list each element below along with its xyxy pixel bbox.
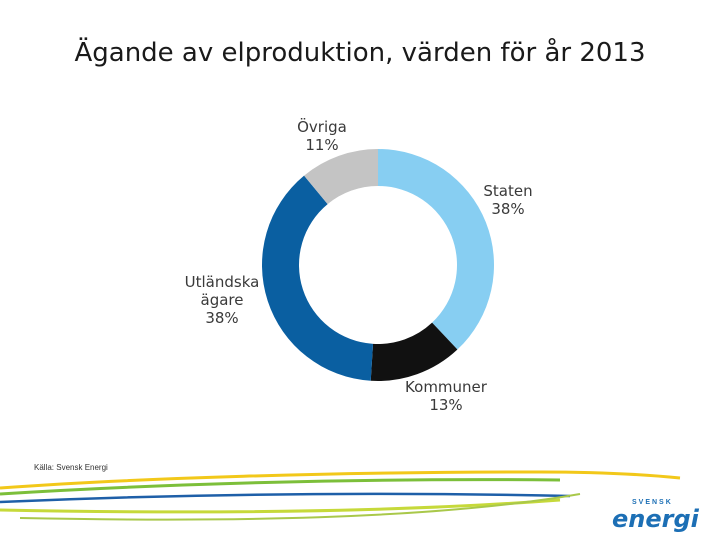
logo-top-text: SVENSK <box>632 499 673 506</box>
slice-name-2: ägare <box>201 291 244 309</box>
donut-labels: Staten 38%Kommuner 13%Utländska ägare 38%Övr… <box>185 117 533 414</box>
slice-label-1: Kommuner 13% <box>405 378 488 414</box>
donut-slice-1 <box>370 322 458 381</box>
swoosh-olive <box>19 493 581 521</box>
swoosh-lime <box>0 498 561 514</box>
donut-slice-3 <box>304 149 378 205</box>
donut-slice-2 <box>262 175 374 381</box>
slice-label-2: Utländska ägare 38% <box>185 273 260 327</box>
donut-slices <box>262 149 494 381</box>
swoosh-green <box>0 478 561 496</box>
svensk-energi-logo: SVENSK energi <box>612 499 700 533</box>
swoosh-blue <box>0 492 571 504</box>
slice-label-3: Övriga 11% <box>297 117 347 154</box>
slice-name-3: Övriga <box>297 117 347 136</box>
source-note: Källa: Svensk Energi <box>34 463 108 472</box>
footer-swoosh: SVENSK energi <box>0 470 700 533</box>
logo-bottom-text: energi <box>612 505 700 533</box>
slice-value-2: 38% <box>205 309 238 327</box>
slice-label-0: Staten 38% <box>483 182 532 218</box>
donut-slice-0 <box>378 149 494 350</box>
slice-name-1: Kommuner <box>405 378 488 396</box>
slice-value-1: 13% <box>429 396 462 414</box>
chart-title: Ägande av elproduktion, värden för år 20… <box>74 38 646 68</box>
slice-name-2: Utländska <box>185 273 260 291</box>
slice-value-3: 11% <box>305 136 338 154</box>
slice-name-0: Staten <box>483 182 532 200</box>
swoosh-yellow <box>0 470 681 490</box>
slice-value-0: 38% <box>491 200 524 218</box>
